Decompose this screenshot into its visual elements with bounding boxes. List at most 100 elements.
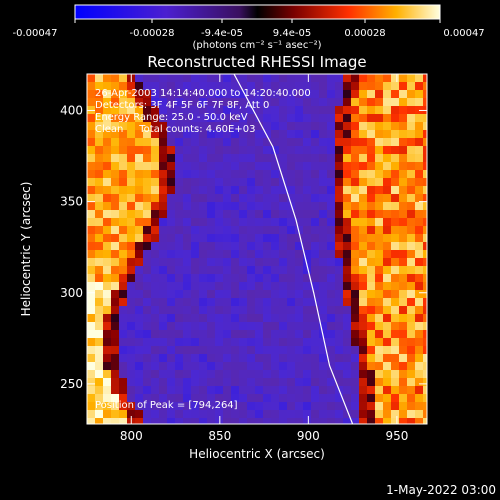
heatmap-cell xyxy=(223,314,231,322)
heatmap-cell xyxy=(423,226,427,234)
heatmap-cell xyxy=(279,282,287,290)
annotation-time-range: 26-Apr-2003 14:14:40.000 to 14:20:40.000 xyxy=(95,88,311,99)
heatmap-cell xyxy=(287,210,295,218)
heatmap-cell xyxy=(159,210,167,218)
heatmap-cell xyxy=(167,138,175,146)
heatmap-cell xyxy=(223,234,231,242)
heatmap-cell xyxy=(319,346,327,354)
heatmap-cell xyxy=(183,194,191,202)
heatmap-cell xyxy=(239,362,247,370)
heatmap-cell xyxy=(199,306,207,314)
heatmap-cell xyxy=(367,162,375,170)
heatmap-cell xyxy=(351,290,359,298)
heatmap-cell xyxy=(319,354,327,362)
heatmap-cell xyxy=(191,290,199,298)
heatmap-cell xyxy=(391,210,399,218)
heatmap-cell xyxy=(383,298,391,306)
heatmap-cell xyxy=(383,114,391,122)
heatmap-cell xyxy=(383,186,391,194)
heatmap-cell xyxy=(255,418,263,424)
heatmap-cell xyxy=(255,130,263,138)
heatmap-cell xyxy=(159,106,167,114)
heatmap-cell xyxy=(407,98,415,106)
heatmap-cell xyxy=(295,274,303,282)
heatmap-cell xyxy=(95,330,103,338)
heatmap-cell xyxy=(135,82,143,90)
heatmap-cell xyxy=(335,402,343,410)
heatmap-cell xyxy=(135,410,143,418)
heatmap-cell xyxy=(159,186,167,194)
heatmap-cell xyxy=(319,218,327,226)
heatmap-cell xyxy=(143,314,151,322)
heatmap-cell xyxy=(343,210,351,218)
solar-limb-curve xyxy=(233,74,354,424)
heatmap-cell xyxy=(191,202,199,210)
heatmap-cell xyxy=(303,218,311,226)
heatmap-cell xyxy=(351,178,359,186)
heatmap-cell xyxy=(119,306,127,314)
heatmap-cell xyxy=(239,346,247,354)
heatmap-cell xyxy=(111,114,119,122)
heatmap-cell xyxy=(303,250,311,258)
heatmap-cell xyxy=(103,82,111,90)
heatmap-cell xyxy=(367,98,375,106)
heatmap-cell xyxy=(375,90,383,98)
heatmap-cell xyxy=(103,170,111,178)
heatmap-cell xyxy=(279,362,287,370)
y-tick-label: 250 xyxy=(60,377,83,391)
heatmap-cell xyxy=(383,274,391,282)
heatmap-cell xyxy=(287,362,295,370)
heatmap-cell xyxy=(199,98,207,106)
heatmap-cell xyxy=(263,226,271,234)
heatmap-cell xyxy=(143,338,151,346)
heatmap-cell xyxy=(175,130,183,138)
heatmap-cell xyxy=(159,418,167,424)
heatmap-cell xyxy=(351,322,359,330)
heatmap-cell xyxy=(415,138,423,146)
heatmap-cell xyxy=(287,250,295,258)
heatmap-cell xyxy=(407,418,415,424)
heatmap-cell xyxy=(191,82,199,90)
heatmap-cell xyxy=(175,226,183,234)
heatmap-cell xyxy=(407,274,415,282)
heatmap-cell xyxy=(239,298,247,306)
heatmap-cell xyxy=(399,194,407,202)
heatmap-cell xyxy=(271,338,279,346)
heatmap-cell xyxy=(191,378,199,386)
heatmap-cell xyxy=(303,330,311,338)
heatmap-cell xyxy=(215,154,223,162)
heatmap-cell xyxy=(399,282,407,290)
heatmap-cell xyxy=(87,282,95,290)
heatmap-cell xyxy=(391,130,399,138)
heatmap-cell xyxy=(415,306,423,314)
heatmap-cell xyxy=(167,282,175,290)
heatmap-cell xyxy=(335,354,343,362)
heatmap-cell xyxy=(335,82,343,90)
heatmap-cell xyxy=(151,290,159,298)
heatmap-cell xyxy=(119,210,127,218)
heatmap-cell xyxy=(207,314,215,322)
heatmap-cell xyxy=(407,378,415,386)
heatmap-cell xyxy=(415,370,423,378)
heatmap-cell xyxy=(399,98,407,106)
heatmap-cell xyxy=(231,274,239,282)
heatmap-cell xyxy=(183,90,191,98)
heatmap-cell xyxy=(231,178,239,186)
heatmap-cell xyxy=(167,122,175,130)
heatmap-cell xyxy=(87,82,95,90)
heatmap-cell xyxy=(175,218,183,226)
heatmap-cell xyxy=(335,194,343,202)
heatmap-cell xyxy=(383,370,391,378)
heatmap-cell xyxy=(383,162,391,170)
heatmap-cell xyxy=(359,114,367,122)
heatmap-cell xyxy=(95,322,103,330)
heatmap-cell xyxy=(95,114,103,122)
heatmap-cell xyxy=(295,266,303,274)
heatmap-cell xyxy=(319,418,327,424)
heatmap-cell xyxy=(295,218,303,226)
heatmap-cell xyxy=(391,106,399,114)
heatmap-cell xyxy=(279,298,287,306)
heatmap-cell xyxy=(319,242,327,250)
heatmap-cell xyxy=(135,354,143,362)
x-tick-label: 800 xyxy=(120,429,143,443)
